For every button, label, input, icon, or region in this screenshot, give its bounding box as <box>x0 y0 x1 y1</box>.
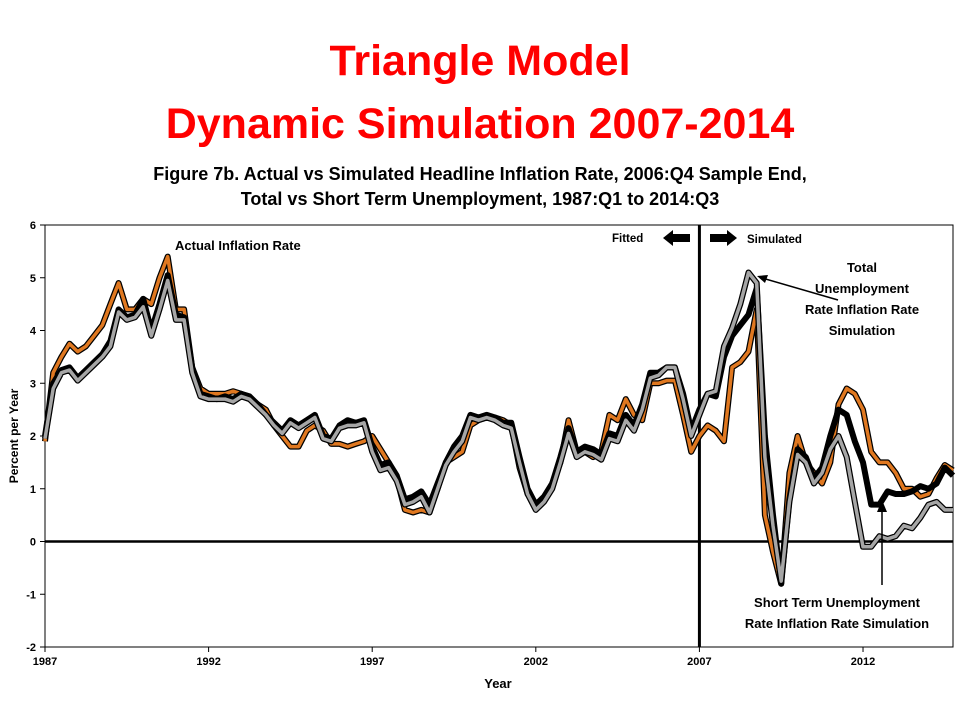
x-tick-label: 1997 <box>360 656 384 668</box>
y-tick-label: 6 <box>30 220 36 232</box>
y-axis-label: Percent per Year <box>7 388 21 483</box>
arrow-left-icon <box>663 230 690 246</box>
x-tick-label: 1987 <box>33 656 57 668</box>
fitted-label: Fitted <box>612 233 643 245</box>
total-sim-label-4: Simulation <box>829 323 896 338</box>
slide-title-line-2: Dynamic Simulation 2007-2014 <box>165 100 795 148</box>
simulated-label: Simulated <box>747 234 802 246</box>
y-tick-label: 0 <box>30 537 36 549</box>
figure-subtitle: Total vs Short Term Unemployment, 1987:Q… <box>240 189 720 209</box>
y-tick-label: -2 <box>26 642 36 654</box>
y-tick-label: 4 <box>30 326 37 338</box>
total-sim-label-2: Unemployment <box>815 281 910 296</box>
total-sim-pointer <box>761 277 839 301</box>
y-tick-label: -1 <box>26 589 36 601</box>
axis-ticks: -2 -1 0 1 2 3 4 5 6 1987 1992 1997 2002 2007 2012 <box>26 220 875 668</box>
short-sim-label-2: Rate Inflation Rate Simulation <box>745 616 929 631</box>
x-tick-label: 1992 <box>196 656 220 668</box>
y-tick-label: 5 <box>30 273 36 285</box>
arrow-right-icon <box>710 230 737 246</box>
figure-title: Figure 7b. Actual vs Simulated Headline … <box>153 164 807 184</box>
x-tick-label: 2002 <box>524 656 548 668</box>
series-short_term_sim-line <box>43 270 953 583</box>
x-axis-label: Year <box>484 676 511 691</box>
short-sim-pointer-head-icon <box>877 500 887 512</box>
actual-inflation-label: Actual Inflation Rate <box>175 238 301 253</box>
x-tick-label: 2012 <box>851 656 875 668</box>
x-tick-label: 2007 <box>687 656 711 668</box>
total-sim-label-3: Rate Inflation Rate <box>805 302 919 317</box>
y-tick-label: 2 <box>30 431 36 443</box>
y-tick-label: 1 <box>30 484 36 496</box>
slide-title-line-1: Triangle Model <box>329 37 631 85</box>
series-layer <box>42 253 956 587</box>
total-sim-pointer-head-icon <box>757 275 768 283</box>
short-sim-label-1: Short Term Unemployment <box>754 595 921 610</box>
y-tick-label: 3 <box>30 378 36 390</box>
total-sim-label-1: Total <box>847 260 877 275</box>
